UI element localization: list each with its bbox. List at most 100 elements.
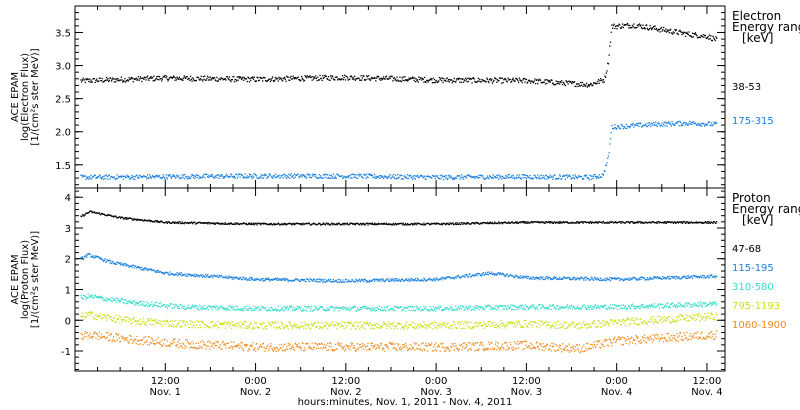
data-point [280,308,282,310]
data-point [117,299,120,301]
data-point [173,175,175,177]
data-point [588,308,590,310]
data-point [337,222,339,224]
data-point [189,307,191,309]
data-point [105,261,107,263]
data-point [701,276,703,279]
data-point [682,221,684,223]
data-point [563,307,565,309]
data-point [153,269,155,271]
data-point [438,223,440,225]
data-point [449,306,451,308]
data-point [345,223,347,225]
data-point [639,123,641,125]
data-point [147,268,149,270]
data-point [263,222,265,224]
data-point [237,79,239,81]
data-point [310,177,312,179]
data-point [231,278,233,280]
data-point [220,324,222,326]
data-point [628,27,630,29]
data-point [140,219,142,221]
data-point [501,305,504,307]
data-point [675,278,677,280]
data-point [134,320,136,323]
data-point [96,296,98,299]
data-point [180,177,183,179]
data-point [547,221,549,223]
data-point [210,327,212,329]
data-point [521,174,523,176]
data-point [285,174,287,177]
data-point [207,176,209,179]
data-point [632,305,634,307]
data-point [684,303,686,305]
data-point [221,77,223,79]
data-point [290,306,292,308]
data-point [204,222,207,224]
data-point [324,223,326,225]
data-point [539,79,542,81]
data-point [236,223,238,225]
data-point [344,306,347,308]
data-point [167,322,169,324]
data-point [245,308,247,310]
data-point [327,280,329,282]
data-point [111,215,113,217]
data-point [134,176,137,178]
data-point [273,80,275,83]
data-point [593,222,595,224]
data-point [354,306,356,308]
data-point [482,273,484,275]
data-point [613,23,615,25]
data-point [151,174,154,177]
data-point [476,305,478,307]
data-point [331,222,333,224]
proton-y-tick-label: 2 [65,255,71,266]
data-point [483,80,485,82]
data-point [88,314,91,317]
data-point [262,277,265,280]
data-point [511,79,513,81]
data-point [453,223,455,225]
data-point [488,304,490,307]
data-point [495,78,497,80]
data-point [373,173,376,176]
data-point [550,79,552,81]
data-point [245,177,248,179]
electron-series-38-53 [80,22,718,88]
data-point [102,296,104,299]
data-point [450,79,452,81]
data-point [568,278,571,280]
data-point [383,281,385,283]
data-point [342,79,344,81]
data-point [128,266,130,268]
data-point [688,31,690,33]
data-point [639,276,641,278]
data-point [250,79,252,82]
data-point [419,78,421,81]
data-point [151,269,154,272]
data-point [478,309,480,311]
data-point [124,217,126,220]
data-point [367,281,369,283]
data-point [439,223,441,226]
data-point [292,279,294,281]
data-point [320,176,323,179]
data-point [566,304,569,306]
data-point [116,261,118,263]
data-point [281,308,284,310]
data-point [322,75,324,77]
data-point [649,278,651,280]
data-point [385,306,388,309]
data-point [630,124,632,126]
data-point [326,177,328,179]
data-point [197,274,200,276]
data-point [713,123,716,125]
data-point [108,298,110,300]
data-point [476,222,478,224]
data-point [265,174,267,177]
data-point [115,263,118,265]
data-point [460,308,463,310]
